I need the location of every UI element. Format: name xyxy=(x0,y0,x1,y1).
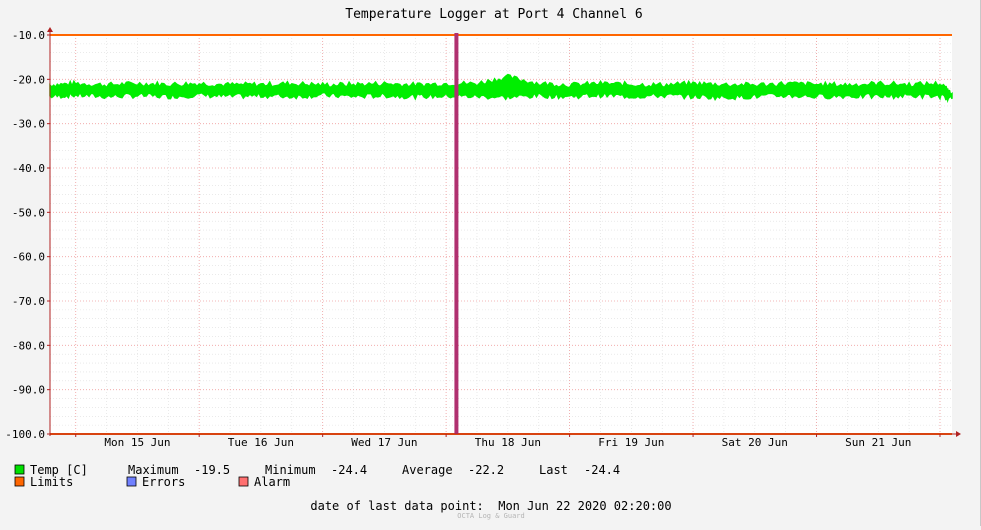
stat-last-label: Last xyxy=(539,463,568,477)
y-tick-label: -10.0 xyxy=(12,29,45,42)
y-axis-arrow xyxy=(47,27,53,32)
stat-last-value: -24.4 xyxy=(584,463,620,477)
y-tick-label: -70.0 xyxy=(12,295,45,308)
tick-labels: -10.0 -20.0 -30.0 -40.0 -50.0 -60.0 -70.0 -80.0… xyxy=(5,29,911,449)
last-data-point: date of last data point: Mon Jun 22 2020… xyxy=(310,499,671,513)
stat-max-label: Maximum xyxy=(128,463,179,477)
legend-swatch-alarm xyxy=(238,476,249,487)
axes xyxy=(47,27,961,437)
y-tick-label: -100.0 xyxy=(5,428,45,441)
legend-label-alarm: Alarm xyxy=(254,475,290,489)
stat-avg-value: -22.2 xyxy=(468,463,504,477)
legend-label-errors: Errors xyxy=(142,475,185,489)
legend-swatch-limits xyxy=(14,476,25,487)
x-axis-arrow xyxy=(956,431,961,437)
legend-swatch-temp xyxy=(14,464,25,475)
legend: Temp [C] Maximum -19.5 Minimum -24.4 Ave… xyxy=(14,463,620,489)
y-tick-label: -20.0 xyxy=(12,73,45,86)
y-tick-label: -60.0 xyxy=(12,251,45,264)
x-tick-label: Tue 16 Jun xyxy=(228,436,294,449)
x-tick-label: Sun 21 Jun xyxy=(845,436,911,449)
stat-max-value: -19.5 xyxy=(194,463,230,477)
x-tick-label: Wed 17 Jun xyxy=(351,436,417,449)
stat-avg-label: Average xyxy=(402,463,453,477)
y-tick-label: -40.0 xyxy=(12,162,45,175)
y-tick-label: -30.0 xyxy=(12,118,45,131)
x-tick-label: Sat 20 Jun xyxy=(722,436,788,449)
x-tick-label: Thu 18 Jun xyxy=(475,436,541,449)
legend-swatch-errors xyxy=(126,476,137,487)
chart-title: Temperature Logger at Port 4 Channel 6 xyxy=(345,7,642,22)
series-temp xyxy=(49,73,953,104)
grid xyxy=(50,34,952,435)
y-tick-label: -50.0 xyxy=(12,206,45,219)
legend-label-limits: Limits xyxy=(30,475,73,489)
y-tick-label: -80.0 xyxy=(12,339,45,352)
y-tick-label: -90.0 xyxy=(12,384,45,397)
stat-min-value: -24.4 xyxy=(331,463,367,477)
watermark: OCTA Log & Guard xyxy=(457,512,524,520)
x-tick-label: Mon 15 Jun xyxy=(104,436,170,449)
plot-area xyxy=(50,35,952,434)
x-tick-label: Fri 19 Jun xyxy=(598,436,664,449)
stat-min-label: Minimum xyxy=(265,463,316,477)
legend-label-temp: Temp [C] xyxy=(30,463,88,477)
